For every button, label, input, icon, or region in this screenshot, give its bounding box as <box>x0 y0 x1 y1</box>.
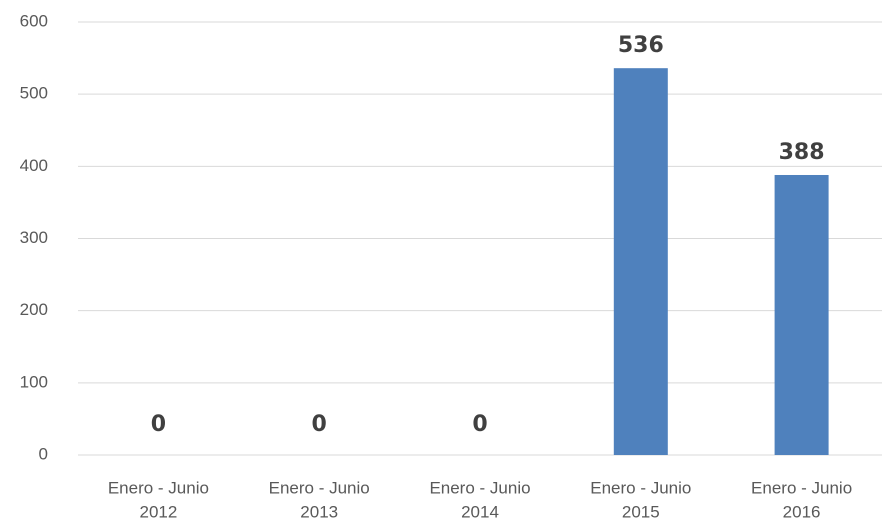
x-category-label: 2013 <box>300 502 338 521</box>
x-category-label: Enero - Junio <box>269 478 370 497</box>
y-tick-label: 600 <box>20 11 48 30</box>
gridlines <box>78 21 882 456</box>
data-label: 0 <box>312 412 327 437</box>
bar <box>774 174 829 455</box>
y-tick-label: 200 <box>20 300 48 319</box>
data-labels: 0 0 0 536 388 <box>151 33 825 437</box>
x-category-label: 2015 <box>622 502 660 521</box>
data-label: 0 <box>151 412 166 437</box>
x-category-label: 2012 <box>139 502 177 521</box>
data-label: 388 <box>779 140 825 165</box>
y-axis-tick-labels: 0 100 200 300 400 500 600 <box>20 11 48 463</box>
x-category-label: 2014 <box>461 502 499 521</box>
y-tick-label: 100 <box>20 372 48 391</box>
bar <box>613 68 668 455</box>
y-tick-label: 300 <box>20 228 48 247</box>
x-category-label: Enero - Junio <box>590 478 691 497</box>
x-category-label: 2016 <box>783 502 821 521</box>
data-label: 0 <box>472 412 487 437</box>
y-tick-label: 400 <box>20 156 48 175</box>
x-axis-category-labels: Enero - Junio 2012 Enero - Junio 2013 Enero … <box>108 478 852 521</box>
x-category-label: Enero - Junio <box>108 478 209 497</box>
bars <box>613 68 829 455</box>
data-label: 536 <box>618 33 664 58</box>
x-category-label: Enero - Junio <box>429 478 530 497</box>
y-tick-label: 500 <box>20 84 48 103</box>
x-category-label: Enero - Junio <box>751 478 852 497</box>
y-tick-label: 0 <box>39 444 48 463</box>
